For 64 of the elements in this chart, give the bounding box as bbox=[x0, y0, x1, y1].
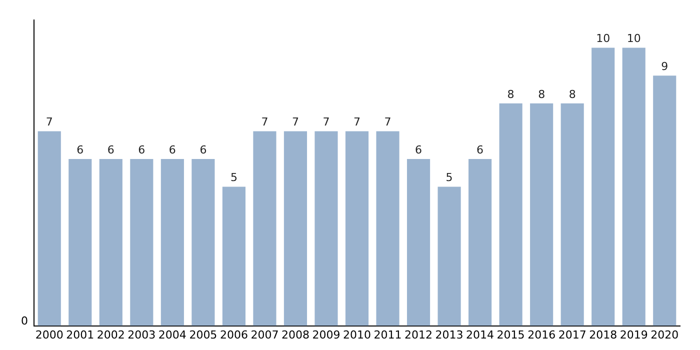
x-tick-label: 2016 bbox=[528, 328, 556, 342]
x-tick-label: 2000 bbox=[35, 328, 64, 342]
bar bbox=[468, 159, 492, 326]
data-label: 6 bbox=[107, 143, 114, 156]
bar bbox=[160, 159, 184, 326]
data-label: 6 bbox=[168, 143, 176, 156]
bar bbox=[622, 48, 646, 326]
x-tick-label: 2002 bbox=[96, 328, 125, 342]
text: 0 bbox=[21, 314, 28, 328]
bar bbox=[592, 48, 615, 326]
data-label: 7 bbox=[354, 116, 360, 129]
x-tick-label: 2020 bbox=[650, 328, 679, 342]
data-label: 6 bbox=[476, 143, 484, 156]
bar bbox=[130, 159, 154, 326]
x-tick-label: 2007 bbox=[250, 328, 279, 342]
bar bbox=[314, 131, 338, 326]
data-label: 9 bbox=[661, 60, 668, 73]
data-label: 8 bbox=[538, 88, 546, 101]
data-label: 6 bbox=[415, 143, 422, 156]
data-label: 7 bbox=[322, 116, 330, 129]
x-tick-label: 2003 bbox=[128, 328, 156, 342]
data-label: 8 bbox=[507, 88, 514, 101]
data-label: 5 bbox=[446, 171, 453, 184]
data-label: 7 bbox=[46, 116, 53, 129]
data-label: 6 bbox=[138, 143, 146, 156]
x-tick-label: 2006 bbox=[220, 328, 248, 342]
bar bbox=[560, 103, 584, 326]
bar bbox=[438, 186, 461, 326]
x-tick-label: 2018 bbox=[589, 328, 618, 342]
x-tick-label: 2015 bbox=[496, 328, 525, 342]
bar bbox=[499, 103, 522, 326]
data-label: 7 bbox=[261, 116, 268, 129]
bar bbox=[406, 159, 430, 326]
data-label: 10 bbox=[626, 32, 641, 46]
data-label: 5 bbox=[230, 171, 238, 184]
x-tick-label: 2005 bbox=[189, 328, 218, 342]
bar bbox=[345, 131, 369, 326]
bar bbox=[653, 76, 676, 326]
x-tick-label: 2001 bbox=[66, 328, 94, 342]
bar bbox=[192, 159, 215, 326]
x-tick-label: 2008 bbox=[281, 328, 310, 342]
x-tick-label: 2011 bbox=[374, 328, 402, 342]
bar bbox=[253, 131, 276, 326]
x-tick-label: 2014 bbox=[466, 328, 494, 342]
data-label: 10 bbox=[596, 32, 610, 46]
data-label: 8 bbox=[568, 88, 576, 101]
bar bbox=[222, 186, 246, 326]
bar bbox=[68, 159, 92, 326]
x-tick-label: 2013 bbox=[435, 328, 464, 342]
data-label: 6 bbox=[200, 143, 207, 156]
bar bbox=[376, 131, 400, 326]
data-label: 6 bbox=[76, 143, 84, 156]
data-label: 7 bbox=[292, 116, 299, 129]
x-tick-label: 2019 bbox=[620, 328, 648, 342]
x-tick-label: 2017 bbox=[558, 328, 586, 342]
x-tick-label: 2012 bbox=[404, 328, 433, 342]
bar bbox=[284, 131, 308, 326]
x-tick-label: 2010 bbox=[343, 328, 371, 342]
data-label: 7 bbox=[384, 116, 392, 129]
bar bbox=[38, 131, 61, 326]
bar bbox=[99, 159, 122, 326]
x-tick-label: 2004 bbox=[158, 328, 186, 342]
bar bbox=[530, 103, 554, 326]
x-tick-label: 2009 bbox=[312, 328, 340, 342]
